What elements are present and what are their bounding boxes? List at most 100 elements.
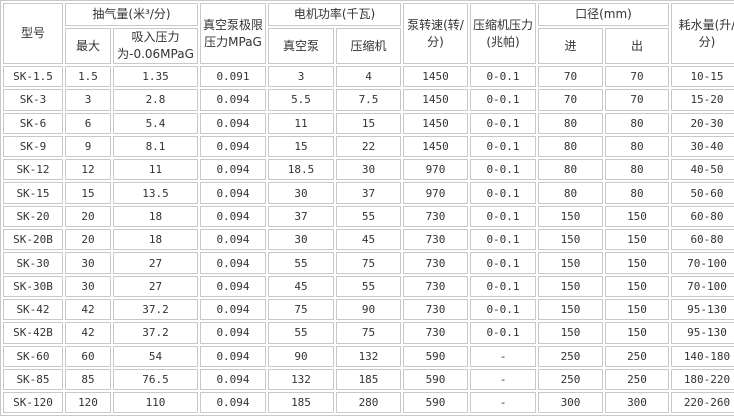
table-cell: 0.094 — [200, 368, 266, 391]
header-port-out: 出 — [605, 28, 669, 64]
table-cell: 60-80 — [671, 205, 734, 228]
table-cell: 970 — [403, 182, 468, 204]
table-cell: 110 — [113, 392, 198, 414]
table-cell: 150 — [605, 298, 669, 321]
table-cell: 75 — [268, 298, 334, 321]
table-cell: 11 — [268, 112, 334, 134]
table-cell: 42 — [65, 322, 111, 344]
table-cell: 1450 — [403, 66, 468, 88]
table-cell: 280 — [336, 392, 401, 414]
header-pump-speed: 泵转速(转/分) — [403, 3, 468, 64]
table-cell: 150 — [538, 205, 603, 228]
table-row: SK-3 3 2.8 0.094 5.5 7.5 1450 0-0.1 70 70 15-20 — [3, 89, 734, 111]
header-compressor-pressure: 压缩机压力(兆帕) — [470, 3, 536, 64]
table-cell: 5.4 — [113, 112, 198, 134]
table-cell: 75 — [336, 322, 401, 344]
table-cell: 590 — [403, 368, 468, 391]
table-cell: 80 — [538, 159, 603, 181]
table-cell: 0.094 — [200, 298, 266, 321]
table-cell: 140-180 — [671, 345, 734, 367]
table-cell: 150 — [538, 298, 603, 321]
table-cell: 42 — [65, 298, 111, 321]
table-row: SK-42B 42 37.2 0.094 55 75 730 0-0.1 150 150 95-13… — [3, 322, 734, 344]
table-cell: 22 — [336, 135, 401, 158]
table-cell: 60-80 — [671, 229, 734, 251]
table-cell: 150 — [538, 252, 603, 274]
table-cell: 30 — [268, 229, 334, 251]
table-cell: 3 — [65, 89, 111, 111]
table-cell: 1450 — [403, 89, 468, 111]
table-cell: 6 — [65, 112, 111, 134]
table-cell: 0.094 — [200, 345, 266, 367]
table-cell: 730 — [403, 252, 468, 274]
table-cell: 132 — [336, 345, 401, 367]
table-cell: 30 — [336, 159, 401, 181]
table-row: SK-42 42 37.2 0.094 75 90 730 0-0.1 150 150 95-130 — [3, 298, 734, 321]
table-cell: SK-20 — [3, 205, 63, 228]
table-cell: 1450 — [403, 135, 468, 158]
table-cell: 0-0.1 — [470, 89, 536, 111]
table-cell: 18.5 — [268, 159, 334, 181]
header-motor-vacuum: 真空泵 — [268, 28, 334, 64]
header-water: 耗水量(升/分) — [671, 3, 734, 64]
table-cell: 0-0.1 — [470, 112, 536, 134]
table-cell: 70-100 — [671, 252, 734, 274]
table-cell: - — [470, 392, 536, 414]
table-cell: SK-30B — [3, 275, 63, 297]
table-cell: 18 — [113, 229, 198, 251]
table-row: SK-6 6 5.4 0.094 11 15 1450 0-0.1 80 80 20-30 — [3, 112, 734, 134]
table-row: SK-12 12 11 0.094 18.5 30 970 0-0.1 80 80 40-50 — [3, 159, 734, 181]
table-cell: 730 — [403, 205, 468, 228]
table-cell: 80 — [605, 135, 669, 158]
table-cell: 150 — [605, 252, 669, 274]
table-cell: 730 — [403, 275, 468, 297]
table-cell: 0-0.1 — [470, 229, 536, 251]
table-cell: 0-0.1 — [470, 275, 536, 297]
table-cell: 1.35 — [113, 66, 198, 88]
table-cell: - — [470, 368, 536, 391]
header-motor-power: 电机功率(千瓦) — [268, 3, 401, 26]
table-cell: 1450 — [403, 112, 468, 134]
table-cell: SK-9 — [3, 135, 63, 158]
table-cell: 0.094 — [200, 205, 266, 228]
table-cell: 1.5 — [65, 66, 111, 88]
table-cell: 54 — [113, 345, 198, 367]
table-row: SK-20B 20 18 0.094 30 45 730 0-0.1 150 150 60-80 — [3, 229, 734, 251]
table-cell: 13.5 — [113, 182, 198, 204]
table-row: SK-1.5 1.5 1.35 0.091 3 4 1450 0-0.1 70 70 10-15 — [3, 66, 734, 88]
table-cell: 180-220 — [671, 368, 734, 391]
table-cell: 45 — [268, 275, 334, 297]
table-cell: 90 — [336, 298, 401, 321]
table-cell: 12 — [65, 159, 111, 181]
header-port: 口径(mm) — [538, 3, 669, 26]
table-cell: 95-130 — [671, 322, 734, 344]
table-cell: 55 — [336, 205, 401, 228]
table-cell: 970 — [403, 159, 468, 181]
table-cell: 50-60 — [671, 182, 734, 204]
table-cell: 15 — [336, 112, 401, 134]
table-cell: SK-42 — [3, 298, 63, 321]
table-cell: SK-15 — [3, 182, 63, 204]
table-cell: 4 — [336, 66, 401, 88]
table-cell: SK-20B — [3, 229, 63, 251]
table-cell: SK-60 — [3, 345, 63, 367]
header-model: 型号 — [3, 3, 63, 64]
table-cell: 20-30 — [671, 112, 734, 134]
table-cell: 85 — [65, 368, 111, 391]
table-cell: 250 — [605, 345, 669, 367]
table-row: SK-30B 30 27 0.094 45 55 730 0-0.1 150 150 70-100 — [3, 275, 734, 297]
table-cell: 80 — [538, 182, 603, 204]
table-cell: 300 — [538, 392, 603, 414]
table-cell: 2.8 — [113, 89, 198, 111]
table-cell: SK-3 — [3, 89, 63, 111]
table-row: SK-9 9 8.1 0.094 15 22 1450 0-0.1 80 80 30-40 — [3, 135, 734, 158]
table-cell: SK-12 — [3, 159, 63, 181]
table-cell: 120 — [65, 392, 111, 414]
table-cell: 75 — [336, 252, 401, 274]
table-cell: 150 — [605, 205, 669, 228]
table-cell: 300 — [605, 392, 669, 414]
header-air-at-pressure: 吸入压力为-0.06MPaG — [113, 28, 198, 64]
table-cell: 30-40 — [671, 135, 734, 158]
header-air-max: 最大 — [65, 28, 111, 64]
table-cell: 3 — [268, 66, 334, 88]
